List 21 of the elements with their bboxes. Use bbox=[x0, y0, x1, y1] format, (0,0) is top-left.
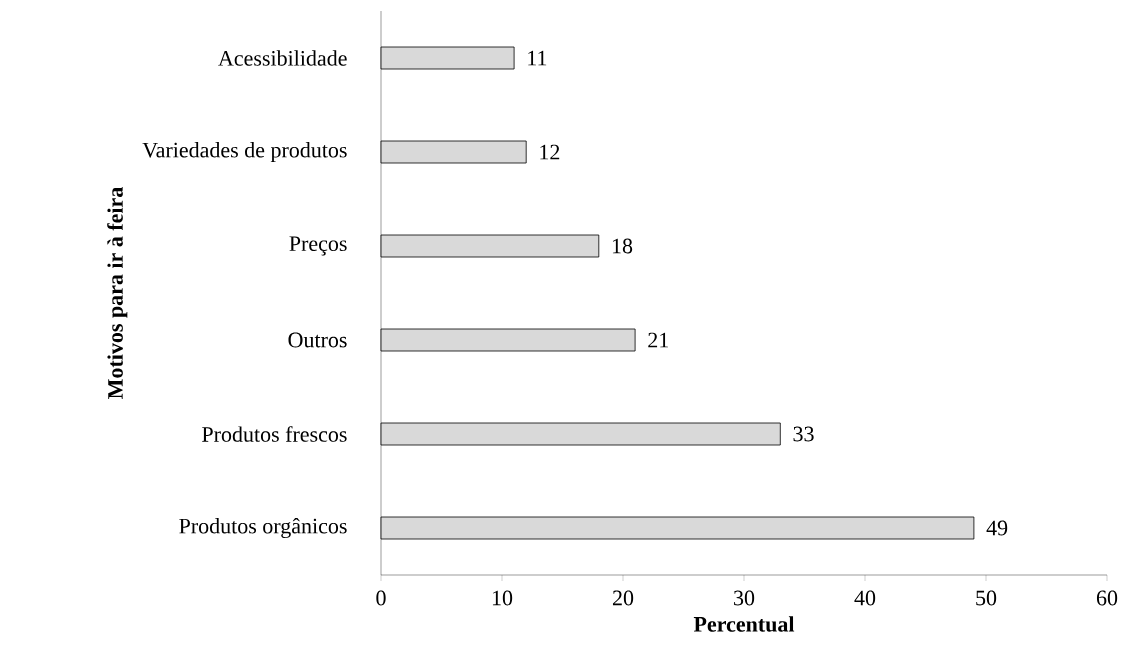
x-axis-title: Percentual bbox=[693, 616, 795, 632]
x-tick-label: 0 bbox=[376, 590, 386, 606]
data-label: 18 bbox=[612, 238, 633, 254]
x-tick-label: 30 bbox=[734, 590, 755, 606]
data-label: 33 bbox=[793, 426, 814, 442]
x-tick-label: 10 bbox=[492, 590, 513, 606]
y-tick-label: Produtos frescos bbox=[202, 426, 347, 442]
y-tick-label: Acessibilidade bbox=[218, 50, 347, 66]
x-tick-label: 50 bbox=[976, 590, 997, 606]
x-tick-label: 40 bbox=[854, 590, 876, 606]
y-tick-label: Produtos orgânicos bbox=[179, 517, 347, 539]
data-label: 12 bbox=[540, 144, 560, 160]
x-tick-label: 20 bbox=[612, 590, 634, 606]
y-tick-label: Variedades de produtos bbox=[142, 142, 347, 162]
data-label: 11 bbox=[528, 50, 547, 66]
data-label: 49 bbox=[986, 520, 1008, 536]
data-label: 21 bbox=[648, 332, 668, 348]
y-tick-label: Outros bbox=[288, 332, 347, 348]
x-tick-label: 60 bbox=[1096, 590, 1118, 606]
y-tick-label: Preços bbox=[289, 236, 347, 256]
y-axis-title: Motivos para ir à feira bbox=[107, 187, 128, 399]
